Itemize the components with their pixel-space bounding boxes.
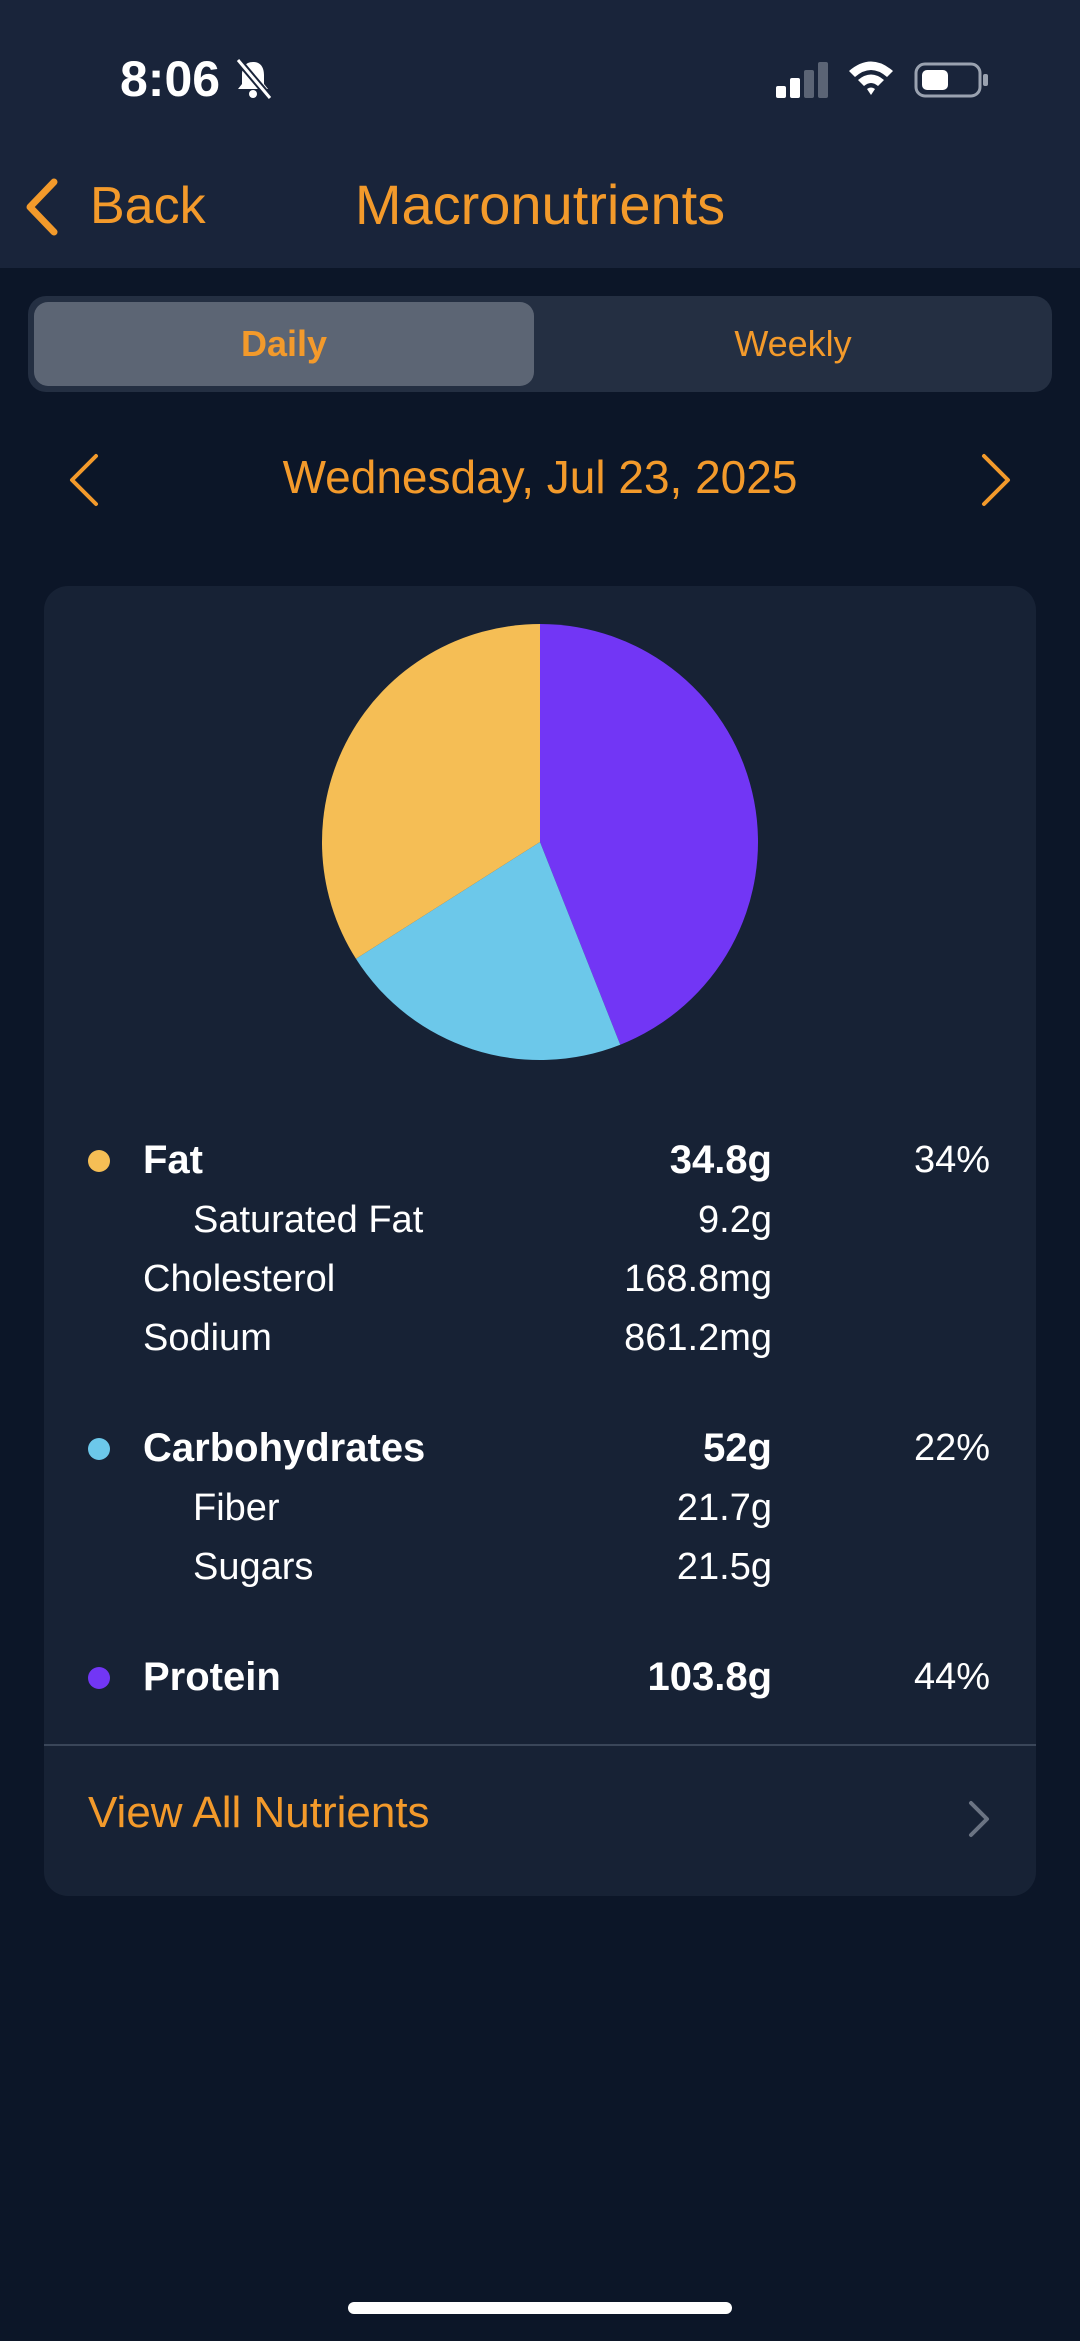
date-label: Wednesday, Jul 23, 2025	[282, 451, 798, 503]
detail-row-sodium: Sodium 861.2mg	[44, 1308, 1036, 1368]
pie-slice-fat	[322, 624, 540, 959]
macronutrient-pie-chart	[322, 624, 758, 1060]
fat-amount: 34.8g	[669, 1138, 772, 1182]
battery-icon	[914, 62, 988, 98]
protein-amount: 103.8g	[647, 1655, 772, 1699]
fiber-label: Fiber	[193, 1487, 280, 1529]
home-indicator	[348, 2302, 732, 2314]
fat-label: Fat	[143, 1138, 203, 1182]
sodium-label: Sodium	[143, 1317, 272, 1359]
protein-legend-dot	[88, 1667, 110, 1689]
pie-slice-carbohydrates	[355, 842, 621, 1060]
chevron-right-icon[interactable]	[968, 1800, 990, 1838]
back-button[interactable]: Back	[90, 177, 206, 235]
segment-weekly[interactable]: Weekly	[734, 323, 852, 364]
pie-slice-protein	[540, 624, 758, 1045]
detail-row-saturated-fat: Saturated Fat 9.2g	[44, 1190, 1036, 1250]
protein-label: Protein	[143, 1655, 281, 1699]
sodium-value: 861.2mg	[624, 1317, 772, 1359]
next-date-chevron-icon[interactable]	[978, 452, 1014, 508]
sugars-value: 21.5g	[676, 1546, 772, 1588]
detail-row-cholesterol: Cholesterol 168.8mg	[44, 1249, 1036, 1309]
cholesterol-label: Cholesterol	[143, 1258, 336, 1300]
macro-row-fat: Fat 34.8g 34%	[44, 1130, 1036, 1190]
period-segmented-control: Daily Weekly	[28, 296, 1052, 392]
sugars-label: Sugars	[193, 1546, 314, 1588]
macro-row-carbohydrates: Carbohydrates 52g 22%	[44, 1418, 1036, 1478]
macro-row-protein: Protein 103.8g 44%	[44, 1647, 1036, 1707]
carbohydrates-percent: 22%	[913, 1427, 990, 1469]
protein-percent: 44%	[913, 1656, 990, 1698]
previous-date-chevron-icon[interactable]	[66, 452, 102, 508]
status-time: 8:06	[120, 51, 221, 107]
bell-muted-icon	[235, 57, 273, 100]
segment-daily[interactable]: Daily	[34, 302, 534, 386]
fat-legend-dot	[88, 1150, 110, 1172]
wifi-icon	[849, 61, 893, 95]
cholesterol-value: 168.8mg	[624, 1258, 772, 1300]
back-chevron-icon[interactable]	[22, 176, 62, 238]
cellular-signal-icon	[776, 62, 828, 98]
saturated-fat-value: 9.2g	[698, 1199, 772, 1241]
macronutrients-card: Fat 34.8g 34% Saturated Fat 9.2g Cholest…	[44, 586, 1036, 1896]
detail-row-sugars: Sugars 21.5g	[44, 1537, 1036, 1597]
carbohydrates-label: Carbohydrates	[143, 1426, 426, 1470]
nav-header: 8:06 Back Macronutrients	[0, 0, 1080, 268]
detail-row-fiber: Fiber 21.7g	[44, 1478, 1036, 1538]
carbohydrates-legend-dot	[88, 1438, 110, 1460]
saturated-fat-label: Saturated Fat	[193, 1199, 424, 1241]
fat-percent: 34%	[913, 1139, 990, 1181]
carbohydrates-amount: 52g	[703, 1426, 772, 1470]
card-divider	[44, 1744, 1036, 1746]
page-title: Macronutrients	[354, 173, 726, 236]
view-all-nutrients-link[interactable]: View All Nutrients	[88, 1788, 430, 1837]
fiber-value: 21.7g	[676, 1487, 772, 1529]
